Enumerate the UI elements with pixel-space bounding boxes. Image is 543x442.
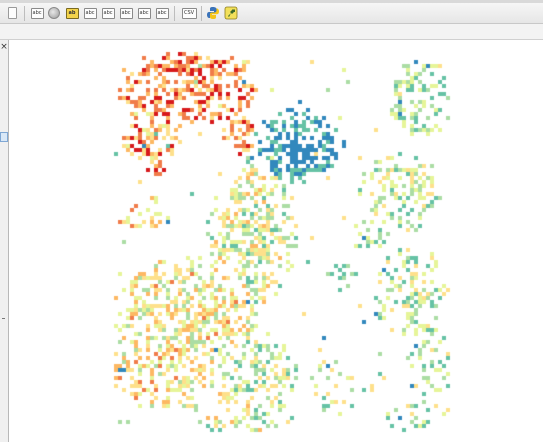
label-pin-button[interactable] <box>46 5 62 21</box>
label-change-icon: abc <box>119 7 133 19</box>
new-layer-button[interactable] <box>4 5 20 21</box>
layers-panel-edge <box>0 40 9 442</box>
plugin-button[interactable] <box>223 5 239 21</box>
panel-tab-handle[interactable] <box>0 132 8 142</box>
toolbar-separator <box>174 6 175 21</box>
add-text-button[interactable]: abc <box>29 5 45 21</box>
toolbar-secondary-strip <box>0 24 543 40</box>
csv-icon: CSV <box>181 7 197 19</box>
label-icon: ab <box>65 7 79 19</box>
map-canvas[interactable] <box>10 40 543 442</box>
close-icon[interactable]: × <box>0 42 8 52</box>
label-props-icon: abc <box>155 7 169 19</box>
label-rotate-icon: abc <box>101 7 115 19</box>
toolbar-top-edge <box>0 0 543 3</box>
label-highlight-button[interactable]: ab <box>64 5 80 21</box>
text-icon: abc <box>30 7 44 19</box>
label-props-button[interactable]: abc <box>154 5 170 21</box>
label-change-button[interactable]: abc <box>118 5 134 21</box>
toolbar-separator <box>24 6 25 21</box>
raster-grid-layer <box>10 40 543 442</box>
label-show-icon: abc <box>137 7 151 19</box>
panel-divider-mark <box>2 318 5 319</box>
label-show-button[interactable]: abc <box>136 5 152 21</box>
toolbar-separator <box>201 6 202 21</box>
label-move-icon: abc <box>83 7 97 19</box>
csv-button[interactable]: CSV <box>180 5 198 21</box>
label-rotate-button[interactable]: abc <box>100 5 116 21</box>
python-icon <box>207 7 219 19</box>
plugin-icon <box>224 6 238 20</box>
globe-icon <box>48 7 60 19</box>
python-console-button[interactable] <box>205 5 221 21</box>
toolbar: abc ab abc abc abc abc abc CSV <box>0 3 543 24</box>
page-icon <box>7 7 17 19</box>
label-move-button[interactable]: abc <box>82 5 98 21</box>
